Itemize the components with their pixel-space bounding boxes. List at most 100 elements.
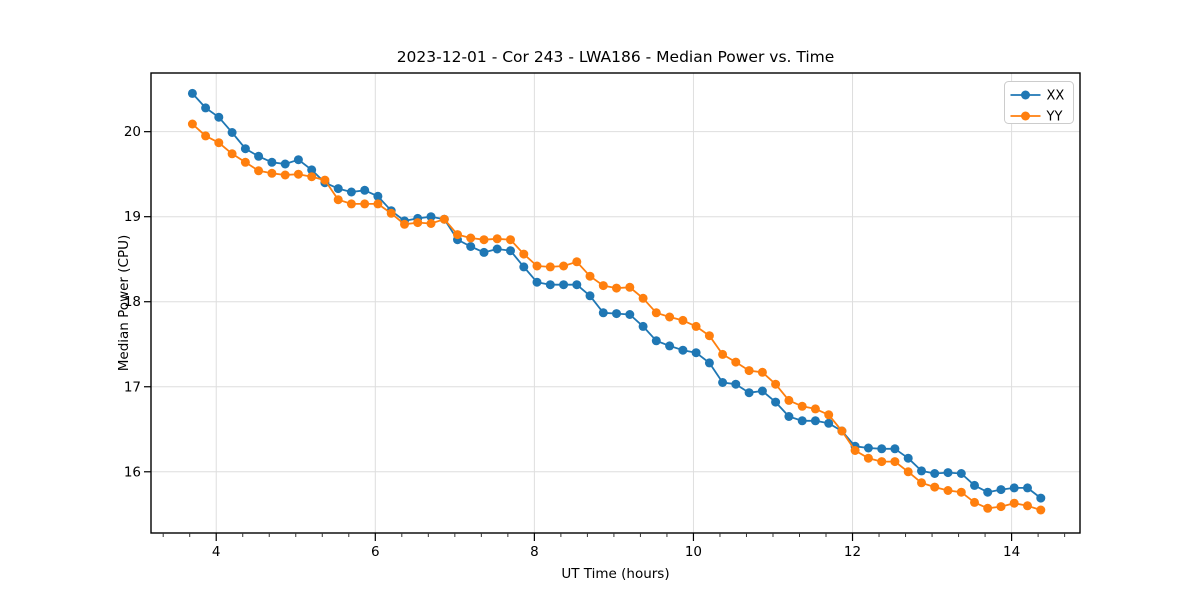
data-point-YY [453,230,462,240]
data-point-XX [612,309,621,319]
data-point-YY [214,138,224,148]
data-point-XX [1023,483,1032,493]
data-point-XX [877,444,887,454]
data-point-XX [744,388,754,398]
data-point-XX [492,244,502,254]
data-point-YY [479,235,489,245]
x-tick-label: 4 [212,544,221,560]
data-point-YY [346,199,356,209]
data-point-YY [638,293,648,303]
data-point-YY [943,486,953,495]
data-point-XX [996,485,1006,495]
x-tick-label: 14 [1003,544,1020,560]
data-point-YY [360,199,370,209]
x-tick-label: 12 [844,544,861,560]
data-point-YY [506,235,515,245]
data-point-XX [930,469,940,478]
data-point-XX [240,144,250,154]
data-point-XX [983,487,993,497]
x-tick-label: 6 [371,544,380,560]
data-point-XX [532,277,542,287]
data-point-XX [360,185,370,195]
data-point-YY [227,149,237,159]
data-point-YY [187,119,197,129]
data-point-YY [386,208,396,218]
data-point-YY [545,262,555,272]
data-point-YY [612,283,621,293]
data-point-YY [293,169,303,179]
data-point-YY [810,404,820,414]
data-point-YY [280,170,290,180]
data-point-XX [572,280,582,290]
data-point-YY [373,199,383,209]
data-point-XX [426,212,436,222]
data-point-YY [585,271,595,281]
data-point-XX [824,418,834,428]
data-point-XX [585,291,595,301]
data-point-YY [930,482,940,492]
data-point-YY [307,172,317,182]
data-point-XX [267,157,277,167]
data-point-YY [1009,498,1019,508]
axis-ticks [144,131,1066,541]
data-point-YY [519,249,529,259]
data-point-XX [784,412,794,421]
data-point-YY [850,446,860,455]
data-point-XX [917,466,926,476]
data-point-XX [506,246,515,256]
data-point-YY [1023,501,1032,511]
plot-border [150,72,1081,534]
y-axis-label: Median Power (CPU) [116,235,132,371]
legend-box [1004,81,1074,124]
data-point-YY [267,168,277,178]
data-point-YY [320,175,330,185]
data-point-YY [559,261,569,271]
data-point-XX [598,308,608,318]
data-point-XX [519,262,529,272]
data-point-YY [254,166,264,176]
y-tick-label: 16 [124,464,141,480]
x-tick-label: 10 [685,544,702,560]
data-point-YY [797,401,807,411]
data-point-YY [400,219,409,229]
data-point-YY [718,349,728,359]
legend-marker-YY [1021,111,1030,121]
data-point-XX [970,480,979,490]
data-point-XX [214,112,224,122]
data-point-XX [704,358,714,368]
y-tick-label: 19 [124,209,141,225]
data-point-YY [426,219,436,228]
data-point-YY [917,478,926,488]
data-point-YY [1036,505,1046,515]
data-point-YY [956,487,966,497]
axes-frame [150,72,1081,534]
data-point-YY [757,367,767,377]
data-point-XX [890,444,900,454]
legend-label-XX: XX [1047,89,1065,104]
data-point-XX [651,336,661,346]
data-point-XX [943,468,953,478]
data-point-YY [572,257,582,267]
data-point-XX [254,151,264,161]
data-point-XX [678,345,688,355]
data-point-YY [824,410,834,420]
data-point-XX [307,165,317,175]
data-point-XX [373,191,383,201]
y-tick-label: 20 [124,124,141,140]
legend-marker-XX [1021,90,1030,100]
x-tick-label: 8 [530,544,539,560]
data-point-YY [731,357,741,367]
data-point-XX [638,321,648,331]
data-point-YY [704,331,714,341]
data-point-YY [890,457,900,467]
x-axis-label: UT Time (hours) [561,566,669,582]
data-point-XX [863,443,873,453]
data-point-YY [333,195,343,205]
data-point-YY [439,214,449,224]
legend-label-YY: YY [1046,110,1063,125]
data-point-XX [280,159,290,169]
data-point-YY [598,281,608,291]
data-point-YY [863,453,873,463]
data-point-XX [545,280,555,290]
